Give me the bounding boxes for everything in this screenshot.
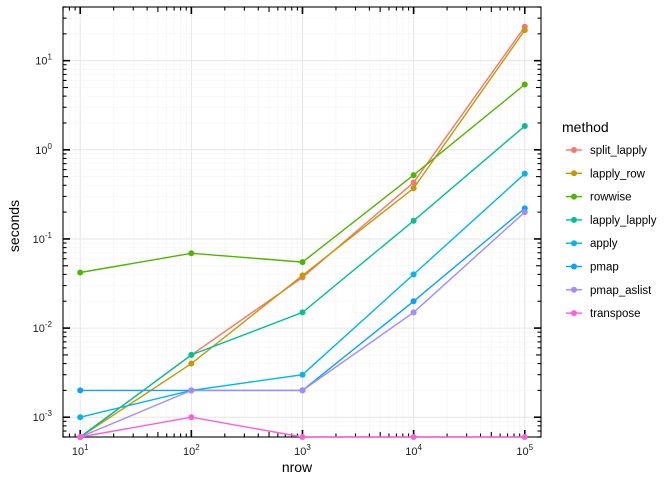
legend-item-lapply-lapply: lapply_lapply <box>566 215 657 227</box>
data-point <box>521 122 528 129</box>
data-point <box>410 309 417 316</box>
legend-item-split-lapply: split_lapply <box>566 145 647 157</box>
legend-key-point <box>571 263 577 270</box>
series-rowwise <box>77 81 528 276</box>
y-tick-label: 10-1 <box>33 231 53 246</box>
legend-key-point <box>571 147 577 153</box>
data-point <box>521 27 528 34</box>
legend-label: pmap <box>590 262 619 274</box>
data-point <box>521 434 528 440</box>
data-point <box>77 387 84 394</box>
data-point <box>299 371 306 378</box>
legend-label: rowwise <box>590 192 632 204</box>
data-point <box>410 298 417 305</box>
legend-label: lapply_row <box>590 168 646 180</box>
legend-key-point <box>571 216 577 223</box>
data-point <box>188 360 195 367</box>
plot-panel <box>62 6 542 438</box>
legend-key-point <box>571 240 577 247</box>
y-tick-label: 10-2 <box>33 320 53 335</box>
data-point <box>188 351 195 358</box>
y-axis: 10-3 10-2 10-1 100 101 <box>33 53 53 425</box>
data-point <box>77 434 84 440</box>
data-point <box>188 387 195 394</box>
legend-item-pmap-aslist: pmap_aslist <box>566 285 652 297</box>
legend-item-lapply-row: lapply_row <box>566 168 646 180</box>
data-point <box>299 434 306 440</box>
data-point <box>299 272 306 279</box>
series-layer <box>77 23 528 440</box>
data-point <box>410 217 417 224</box>
data-point <box>410 172 417 179</box>
data-point <box>188 414 195 421</box>
legend-label: apply <box>590 238 618 250</box>
legend-label: transpose <box>590 308 641 320</box>
data-point <box>188 250 195 257</box>
legend-key-point <box>571 286 577 293</box>
y-tick-label: 101 <box>35 53 52 68</box>
data-point <box>521 81 528 88</box>
data-point <box>521 209 528 216</box>
data-point <box>410 271 417 278</box>
legend-title: method <box>562 119 609 135</box>
legend-item-apply: apply <box>566 238 618 250</box>
legend-label: lapply_lapply <box>590 215 657 227</box>
data-point <box>410 434 417 440</box>
data-point <box>77 269 84 276</box>
legend-key-point <box>571 170 577 177</box>
legend-item-pmap: pmap <box>566 262 619 274</box>
y-tick-label: 100 <box>35 142 52 157</box>
x-tick-label: 105 <box>516 443 533 458</box>
y-tick-label: 10-3 <box>33 409 53 424</box>
data-point <box>521 170 528 177</box>
x-tick-label: 101 <box>72 443 89 458</box>
x-tick-label: 103 <box>294 443 311 458</box>
data-point <box>299 309 306 316</box>
legend-label: split_lapply <box>590 145 647 157</box>
x-axis-title: nrow <box>282 459 313 475</box>
data-point <box>299 259 306 266</box>
legend-item-transpose: transpose <box>566 308 641 320</box>
series-transpose <box>77 414 528 440</box>
x-tick-label: 104 <box>405 443 422 458</box>
data-point <box>77 414 84 421</box>
legend-key-point <box>571 193 577 200</box>
y-axis-title: seconds <box>6 200 22 252</box>
data-point <box>410 179 417 186</box>
data-point <box>299 387 306 394</box>
legend-item-rowwise: rowwise <box>566 192 632 204</box>
legend-key-point <box>571 310 577 317</box>
x-axis: 101 102 103 104 105 <box>72 443 534 458</box>
legend-label: pmap_aslist <box>590 285 652 297</box>
x-tick-label: 102 <box>183 443 200 458</box>
series-lapply-lapply <box>77 122 528 440</box>
data-point <box>410 185 417 192</box>
